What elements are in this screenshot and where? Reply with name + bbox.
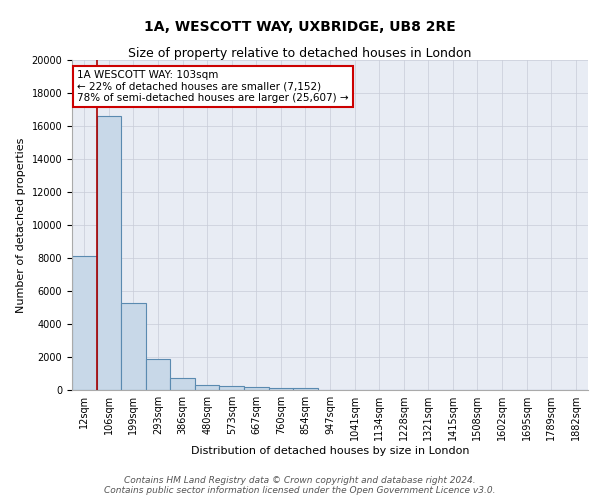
Bar	[195, 385, 220, 390]
Bar	[269, 388, 293, 390]
Bar	[121, 302, 146, 390]
Text: Contains HM Land Registry data © Crown copyright and database right 2024.
Contai: Contains HM Land Registry data © Crown c…	[104, 476, 496, 495]
Text: 1A, WESCOTT WAY, UXBRIDGE, UB8 2RE: 1A, WESCOTT WAY, UXBRIDGE, UB8 2RE	[144, 20, 456, 34]
Bar	[220, 386, 244, 390]
Bar	[97, 116, 121, 390]
Bar	[244, 387, 269, 390]
X-axis label: Distribution of detached houses by size in London: Distribution of detached houses by size …	[191, 446, 469, 456]
Text: Size of property relative to detached houses in London: Size of property relative to detached ho…	[128, 48, 472, 60]
Y-axis label: Number of detached properties: Number of detached properties	[16, 138, 26, 312]
Bar	[146, 360, 170, 390]
Bar	[170, 378, 195, 390]
Bar	[293, 388, 318, 390]
Text: 1A WESCOTT WAY: 103sqm
← 22% of detached houses are smaller (7,152)
78% of semi-: 1A WESCOTT WAY: 103sqm ← 22% of detached…	[77, 70, 349, 103]
Bar	[72, 256, 97, 390]
